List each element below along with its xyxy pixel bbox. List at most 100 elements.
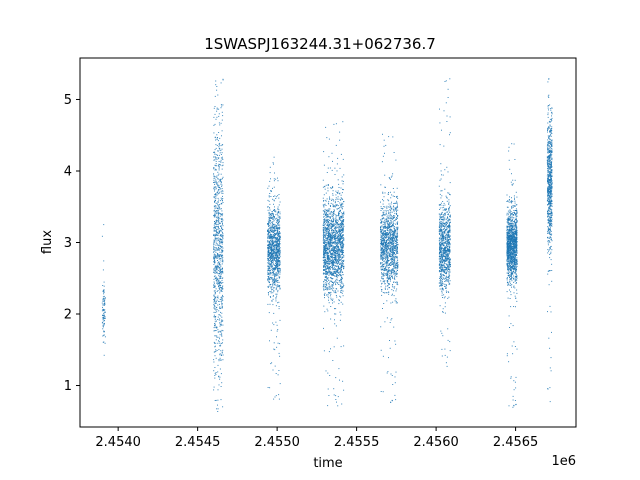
data-point [395, 235, 397, 237]
data-point [331, 242, 333, 244]
data-point [267, 230, 269, 231]
data-point [275, 240, 277, 242]
data-point [326, 213, 327, 215]
data-point [391, 271, 393, 273]
data-point [392, 261, 394, 263]
data-point [102, 321, 104, 323]
data-point [216, 271, 218, 273]
data-point [332, 218, 334, 220]
data-point [385, 211, 387, 213]
data-point [103, 285, 105, 287]
data-point [382, 278, 384, 280]
data-point [396, 282, 398, 284]
data-point [221, 241, 223, 243]
data-point [384, 251, 386, 253]
data-point [272, 292, 274, 294]
data-point [383, 214, 385, 216]
data-point [274, 217, 275, 219]
data-point [216, 326, 217, 328]
data-point [214, 260, 215, 261]
data-point [391, 207, 393, 209]
data-point [332, 268, 334, 270]
data-point [333, 271, 335, 273]
data-point [214, 372, 216, 374]
data-point [325, 279, 327, 281]
data-point [327, 253, 329, 255]
data-point [332, 213, 334, 215]
data-point [216, 221, 218, 223]
data-point [218, 273, 220, 275]
data-point [382, 238, 383, 240]
data-point [338, 273, 340, 275]
data-point [332, 194, 334, 196]
data-point [267, 247, 269, 249]
data-point [389, 237, 390, 239]
data-point [326, 271, 328, 272]
data-point [334, 247, 336, 249]
data-point [330, 256, 332, 258]
data-point [217, 211, 219, 213]
data-point [382, 203, 384, 205]
data-point [331, 229, 333, 231]
data-point [213, 370, 215, 372]
data-point [217, 229, 219, 230]
data-point [327, 310, 329, 312]
data-point [267, 278, 269, 280]
data-point [330, 291, 332, 293]
data-point [388, 270, 389, 272]
data-point [278, 254, 280, 256]
data-point [339, 217, 341, 219]
data-point [339, 253, 341, 255]
data-point [216, 350, 218, 351]
data-point [326, 248, 328, 249]
data-point [333, 232, 335, 234]
data-point [274, 223, 276, 225]
data-point [326, 287, 328, 289]
data-point [394, 245, 396, 247]
data-point [213, 287, 215, 288]
data-point [389, 206, 391, 208]
data-point [382, 199, 383, 201]
data-point [277, 274, 279, 276]
data-point [333, 287, 335, 289]
data-point [336, 271, 338, 273]
data-point [276, 330, 278, 332]
data-point [335, 216, 337, 218]
data-point [214, 201, 215, 203]
data-point [273, 220, 275, 222]
data-point [327, 251, 329, 253]
data-point [382, 248, 384, 250]
data-point [274, 269, 276, 271]
data-point [219, 137, 221, 139]
data-point [276, 262, 278, 264]
data-point [221, 199, 223, 201]
data-point [328, 259, 330, 261]
data-point [396, 251, 398, 253]
data-point [325, 213, 327, 215]
data-point [383, 273, 385, 275]
data-point [391, 235, 393, 237]
data-point [221, 305, 223, 307]
data-point [278, 253, 280, 255]
data-point [214, 239, 216, 241]
data-point [342, 158, 344, 160]
data-point [276, 256, 278, 258]
data-point [324, 227, 326, 228]
data-point [326, 252, 328, 253]
data-point [279, 262, 281, 264]
data-point [104, 315, 105, 317]
data-point [331, 282, 333, 283]
data-point [220, 273, 222, 275]
data-point [215, 222, 217, 224]
data-point [386, 270, 388, 272]
data-point [328, 243, 329, 245]
data-point [221, 192, 223, 194]
data-point [217, 154, 218, 156]
data-point [271, 268, 273, 270]
data-point [332, 224, 333, 226]
data-point [269, 207, 270, 209]
data-point [102, 298, 104, 299]
data-point [339, 379, 340, 381]
data-point [218, 279, 220, 281]
data-point [219, 191, 221, 193]
